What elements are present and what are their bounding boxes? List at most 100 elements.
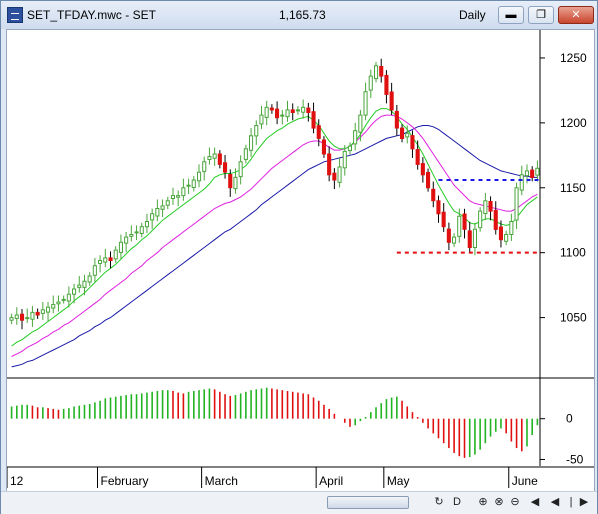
candle-up	[243, 148, 248, 160]
candle-down	[223, 162, 228, 173]
app-chart-icon[interactable]	[7, 7, 23, 23]
candle-up	[238, 161, 243, 178]
candle-down	[410, 135, 415, 150]
candle-down	[426, 172, 431, 189]
candle-down	[467, 230, 472, 248]
scroll-left-end-icon[interactable]: ◀	[530, 496, 540, 508]
refresh-icon[interactable]: ↻	[434, 496, 444, 508]
ma-slow-line	[11, 125, 538, 368]
candle-up	[519, 174, 524, 191]
ma-fast-line	[11, 108, 538, 347]
candle-up	[249, 135, 254, 151]
candle-up	[82, 280, 87, 288]
x-tick-label: April	[319, 474, 343, 488]
chart-area[interactable]: 1250 1200 1150 1100 1050 0 -50 12 February Marc…	[6, 29, 595, 492]
candle-up	[202, 161, 207, 172]
candle-up	[478, 210, 483, 229]
candle-up	[207, 156, 212, 160]
candle-up	[504, 234, 509, 242]
candle-down	[316, 125, 321, 139]
candle-up	[170, 195, 175, 200]
candle-down	[327, 153, 332, 176]
last-price: 1,165.73	[279, 8, 326, 22]
candle-up	[285, 109, 290, 118]
candle-up	[342, 150, 347, 169]
close-button[interactable]: ✕	[558, 6, 594, 24]
candle-down	[462, 213, 467, 230]
price-tick-label: 1100	[560, 246, 586, 260]
candle-up	[134, 231, 139, 234]
candle-up	[92, 265, 97, 276]
candle-up	[144, 221, 149, 228]
zoom-fit-icon[interactable]: ⊗	[494, 496, 504, 508]
x-axis: 12 February March April May June	[6, 466, 594, 488]
candle-up	[405, 132, 410, 138]
restore-icon: ❐	[536, 9, 546, 21]
candle-down	[441, 211, 446, 228]
candle-up	[87, 275, 92, 283]
candle-up	[347, 145, 352, 152]
candle-down	[493, 209, 498, 230]
candle-up	[186, 184, 191, 187]
restore-button[interactable]: ❐	[528, 6, 554, 24]
candle-up	[259, 114, 264, 125]
candle-up	[66, 293, 71, 302]
candle-up	[264, 106, 269, 118]
candle-up	[9, 317, 14, 321]
candle-down	[332, 172, 337, 181]
candle-up	[457, 215, 462, 237]
candle-up	[56, 301, 61, 305]
price-tick-label: 1250	[560, 51, 587, 65]
price-tick-label: 1200	[560, 116, 587, 130]
candle-up	[51, 304, 56, 309]
zoom-in-icon[interactable]: ⊕	[478, 496, 488, 508]
price-tick-label: 1050	[560, 311, 587, 325]
candle-up	[368, 75, 373, 91]
candle-up	[61, 298, 66, 301]
candle-down	[420, 163, 425, 176]
candle-up	[46, 306, 51, 313]
candle-up	[374, 65, 379, 79]
price-tick-label: 1150	[560, 181, 586, 195]
candle-up	[509, 221, 514, 235]
candle-up	[181, 187, 186, 197]
minimize-icon: ▬	[505, 9, 517, 21]
title-bar[interactable]: SET_TFDAY.mwc - SET 1,165.73 Daily ▬ ❐ ✕	[1, 1, 597, 29]
time-scrollbar[interactable]: ↻ D ⊕ ⊗ ⊖ ◀ ◀ | ▶	[1, 491, 597, 514]
date-d-button[interactable]: D	[453, 496, 461, 508]
scroll-separator-icon[interactable]: |	[569, 496, 573, 508]
candle-up	[233, 176, 238, 190]
indicator-pane: 0 -50	[10, 387, 584, 466]
indicator-tick-label: 0	[566, 412, 573, 426]
candle-down	[400, 127, 405, 139]
x-tick-label: 12	[10, 474, 24, 488]
scroll-thumb[interactable]	[327, 496, 409, 509]
chart-svg[interactable]: 1250 1200 1150 1100 1050 0 -50 12 February Marc…	[6, 30, 594, 491]
candle-up	[191, 179, 196, 188]
candle-up	[98, 260, 103, 264]
candle-up	[212, 153, 217, 159]
zoom-out-icon[interactable]: ⊖	[510, 496, 520, 508]
candle-down	[269, 107, 274, 111]
candle-up	[472, 228, 477, 249]
candle-up	[129, 234, 134, 237]
interval-label: Daily	[459, 8, 486, 22]
candle-down	[311, 111, 316, 129]
candle-up	[118, 241, 124, 253]
candle-down	[530, 169, 535, 178]
candle-up	[535, 167, 540, 176]
candle-up	[197, 171, 202, 182]
candle-up	[483, 200, 488, 215]
scroll-left-icon[interactable]: ◀	[550, 496, 560, 508]
candle-down	[384, 74, 389, 95]
candle-up	[301, 106, 306, 113]
candle-up	[14, 314, 19, 319]
candle-up	[524, 170, 530, 177]
candle-down	[431, 188, 436, 202]
candle-down	[436, 200, 441, 215]
scroll-right-icon[interactable]: ▶	[579, 496, 589, 508]
candle-up	[337, 166, 342, 183]
minimize-button[interactable]: ▬	[498, 6, 524, 24]
ma-mid-line	[11, 114, 538, 357]
candle-up	[452, 236, 457, 244]
